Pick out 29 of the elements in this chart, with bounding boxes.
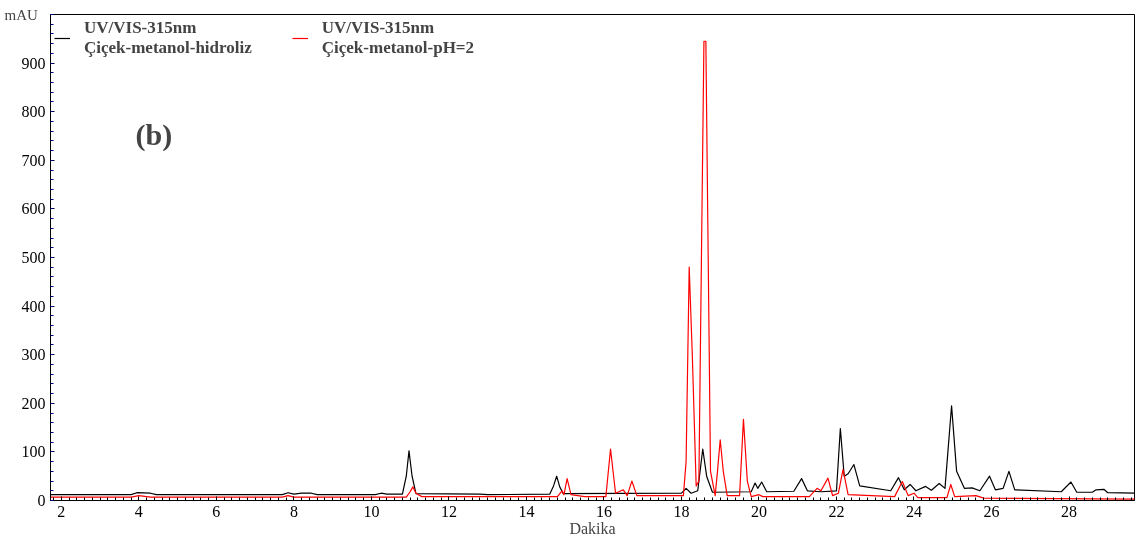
y-tick-label: 700 xyxy=(21,151,46,169)
x-tick-label: 8 xyxy=(289,502,298,520)
annotation: (b) xyxy=(135,117,173,152)
x-tick-label: 28 xyxy=(1061,502,1077,520)
y-tick-label: 900 xyxy=(21,54,46,72)
y-tick-label: 500 xyxy=(21,249,46,266)
y-tick-label: 800 xyxy=(21,103,46,121)
y-tick-label: 300 xyxy=(21,346,46,364)
x-tick-label: 10 xyxy=(363,502,380,520)
x-tick-label: 14 xyxy=(518,502,535,520)
y-tick-label: 200 xyxy=(21,394,46,412)
y-tick-label: 400 xyxy=(21,297,46,315)
x-tick-label: 6 xyxy=(212,502,221,520)
x-tick-label: 2 xyxy=(57,502,66,520)
x-tick-label: 20 xyxy=(750,502,767,520)
x-tick-label: 16 xyxy=(595,502,612,520)
y-axis-title: mAU xyxy=(4,6,38,23)
y-tick-label: 600 xyxy=(21,200,46,218)
x-tick-label: 4 xyxy=(134,502,143,520)
x-tick-label: 12 xyxy=(440,502,457,520)
y-tick-label: 100 xyxy=(21,443,46,461)
x-tick-label: 24 xyxy=(905,502,922,520)
y-tick-label: 0 xyxy=(37,492,46,509)
x-tick-label: 26 xyxy=(983,502,1000,520)
x-axis-title: Dakika xyxy=(569,519,616,537)
x-tick-label: 22 xyxy=(828,502,845,520)
legend-label: UV/VIS-315nm Çiçek-metanol-pH=2 xyxy=(321,18,475,58)
legend-label: UV/VIS-315nm Çiçek-metanol-hidroliz xyxy=(84,18,252,58)
x-tick-label: 18 xyxy=(673,502,690,520)
